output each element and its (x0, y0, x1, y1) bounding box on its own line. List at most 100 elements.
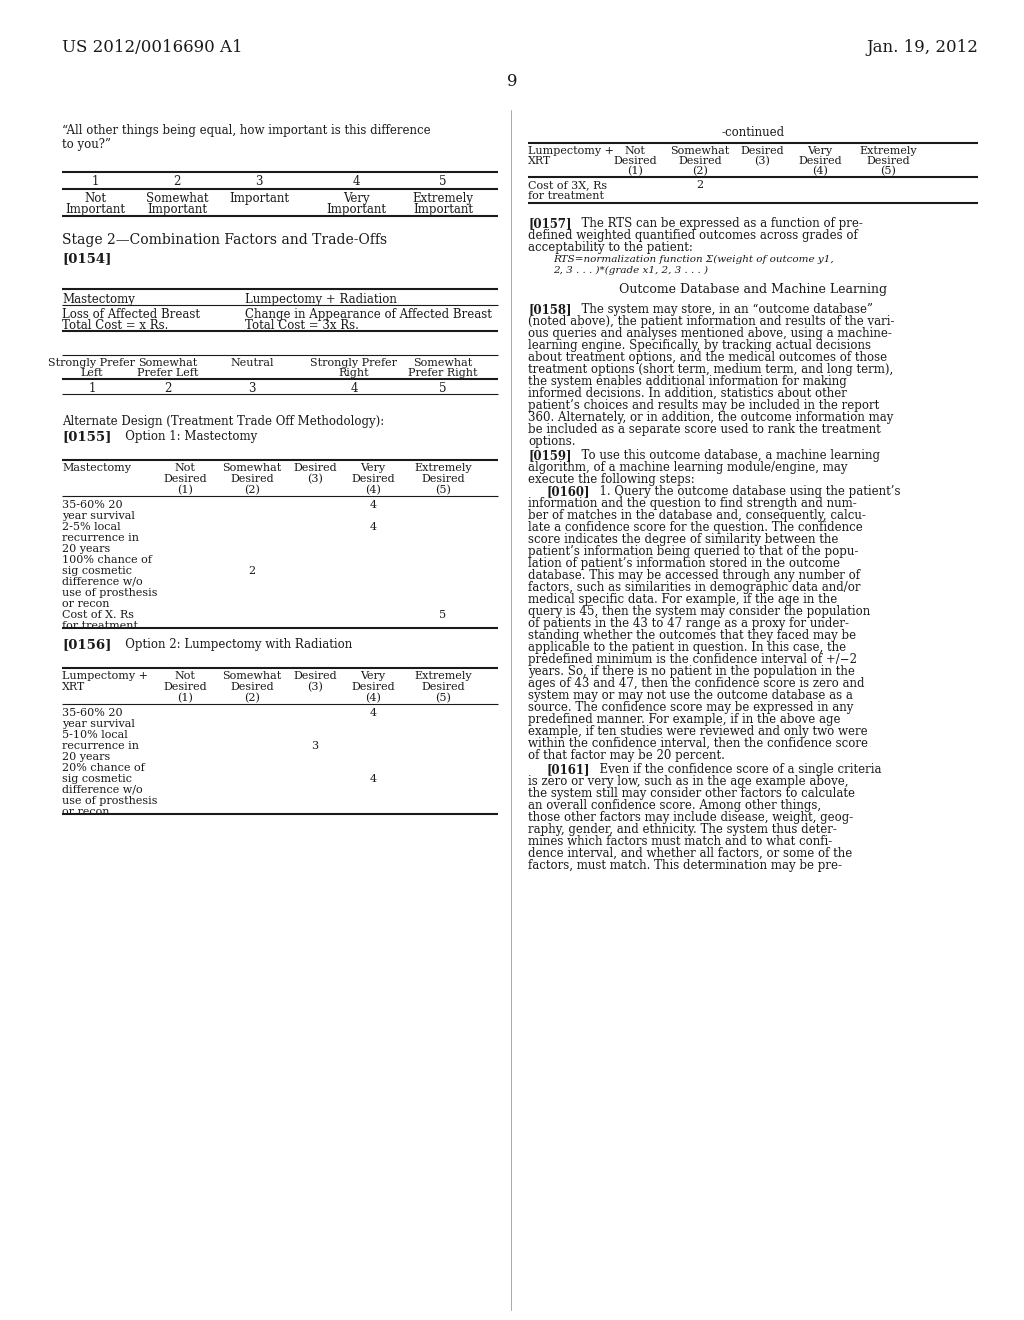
Text: the system enables additional information for making: the system enables additional informatio… (528, 375, 847, 388)
Text: [0156]: [0156] (62, 638, 112, 651)
Text: 4: 4 (370, 774, 377, 784)
Text: 3: 3 (248, 381, 256, 395)
Text: predefined manner. For example, if in the above age: predefined manner. For example, if in th… (528, 713, 841, 726)
Text: medical specific data. For example, if the age in the: medical specific data. For example, if t… (528, 593, 838, 606)
Text: Desired: Desired (351, 474, 395, 484)
Text: use of prosthesis: use of prosthesis (62, 796, 158, 807)
Text: The system may store, in an “outcome database”: The system may store, in an “outcome dat… (574, 304, 873, 315)
Text: of patients in the 43 to 47 range as a proxy for under-: of patients in the 43 to 47 range as a p… (528, 616, 849, 630)
Text: or recon: or recon (62, 807, 110, 817)
Text: (noted above), the patient information and results of the vari-: (noted above), the patient information a… (528, 315, 895, 327)
Text: predefined minimum is the confidence interval of +/−2: predefined minimum is the confidence int… (528, 653, 857, 667)
Text: applicable to the patient in question. In this case, the: applicable to the patient in question. I… (528, 642, 846, 653)
Text: Lumpectomy + Radiation: Lumpectomy + Radiation (245, 293, 397, 306)
Text: standing whether the outcomes that they faced may be: standing whether the outcomes that they … (528, 630, 856, 642)
Text: 4: 4 (352, 176, 359, 187)
Text: lation of patient’s information stored in the outcome: lation of patient’s information stored i… (528, 557, 840, 570)
Text: Not: Not (84, 191, 106, 205)
Text: execute the following steps:: execute the following steps: (528, 473, 694, 486)
Text: Lumpectomy +: Lumpectomy + (62, 671, 148, 681)
Text: (1): (1) (177, 484, 193, 495)
Text: Desired: Desired (678, 156, 722, 166)
Text: Somewhat: Somewhat (138, 358, 198, 368)
Text: years. So, if there is no patient in the population in the: years. So, if there is no patient in the… (528, 665, 855, 678)
Text: defined weighted quantified outcomes across grades of: defined weighted quantified outcomes acr… (528, 228, 858, 242)
Text: factors, such as similarities in demographic data and/or: factors, such as similarities in demogra… (528, 581, 860, 594)
Text: within the confidence interval, then the confidence score: within the confidence interval, then the… (528, 737, 868, 750)
Text: -continued: -continued (722, 125, 784, 139)
Text: Desired: Desired (740, 147, 783, 156)
Text: Strongly Prefer: Strongly Prefer (310, 358, 397, 368)
Text: Total Cost = 3x Rs.: Total Cost = 3x Rs. (245, 319, 358, 333)
Text: Extremely: Extremely (414, 671, 472, 681)
Text: Important: Important (413, 203, 473, 216)
Text: mines which factors must match and to what confi-: mines which factors must match and to wh… (528, 836, 833, 847)
Text: Jan. 19, 2012: Jan. 19, 2012 (866, 40, 978, 57)
Text: 20 years: 20 years (62, 544, 111, 554)
Text: (4): (4) (812, 166, 828, 177)
Text: (3): (3) (307, 474, 323, 484)
Text: Desired: Desired (866, 156, 909, 166)
Text: (4): (4) (366, 484, 381, 495)
Text: Option 2: Lumpectomy with Radiation: Option 2: Lumpectomy with Radiation (114, 638, 352, 651)
Text: Desired: Desired (421, 474, 465, 484)
Text: 5: 5 (439, 176, 446, 187)
Text: algorithm, of a machine learning module/engine, may: algorithm, of a machine learning module/… (528, 461, 848, 474)
Text: learning engine. Specifically, by tracking actual decisions: learning engine. Specifically, by tracki… (528, 339, 871, 352)
Text: difference w/o: difference w/o (62, 577, 142, 587)
Text: 2: 2 (249, 566, 256, 576)
Text: Stage 2—Combination Factors and Trade-Offs: Stage 2—Combination Factors and Trade-Of… (62, 234, 387, 247)
Text: example, if ten studies were reviewed and only two were: example, if ten studies were reviewed an… (528, 725, 867, 738)
Text: (5): (5) (435, 484, 451, 495)
Text: dence interval, and whether all factors, or some of the: dence interval, and whether all factors,… (528, 847, 852, 861)
Text: Somewhat: Somewhat (222, 463, 282, 473)
Text: 360. Alternately, or in addition, the outcome information may: 360. Alternately, or in addition, the ou… (528, 411, 893, 424)
Text: 100% chance of: 100% chance of (62, 554, 152, 565)
Text: informed decisions. In addition, statistics about other: informed decisions. In addition, statist… (528, 387, 847, 400)
Text: (3): (3) (307, 682, 323, 692)
Text: (3): (3) (754, 156, 770, 166)
Text: raphy, gender, and ethnicity. The system thus deter-: raphy, gender, and ethnicity. The system… (528, 822, 837, 836)
Text: Cost of X. Rs: Cost of X. Rs (62, 610, 134, 620)
Text: “All other things being equal, how important is this difference: “All other things being equal, how impor… (62, 124, 431, 137)
Text: use of prosthesis: use of prosthesis (62, 587, 158, 598)
Text: 1: 1 (88, 381, 95, 395)
Text: patient’s information being queried to that of the popu-: patient’s information being queried to t… (528, 545, 858, 558)
Text: (4): (4) (366, 693, 381, 704)
Text: to you?”: to you?” (62, 139, 111, 150)
Text: (2): (2) (244, 484, 260, 495)
Text: 2-5% local: 2-5% local (62, 521, 121, 532)
Text: sig cosmetic: sig cosmetic (62, 566, 132, 576)
Text: acceptability to the patient:: acceptability to the patient: (528, 242, 693, 253)
Text: 5: 5 (439, 610, 446, 620)
Text: Option 1: Mastectomy: Option 1: Mastectomy (114, 430, 257, 444)
Text: [0158]: [0158] (528, 304, 571, 315)
Text: Desired: Desired (230, 682, 273, 692)
Text: Cost of 3X, Rs: Cost of 3X, Rs (528, 180, 607, 190)
Text: (5): (5) (880, 166, 896, 177)
Text: Desired: Desired (163, 474, 207, 484)
Text: [0160]: [0160] (546, 484, 590, 498)
Text: (1): (1) (627, 166, 643, 177)
Text: Very: Very (360, 463, 386, 473)
Text: 4: 4 (350, 381, 357, 395)
Text: 20 years: 20 years (62, 752, 111, 762)
Text: (2): (2) (692, 166, 708, 177)
Text: for treatment: for treatment (528, 191, 604, 201)
Text: Neutral: Neutral (230, 358, 273, 368)
Text: (5): (5) (435, 693, 451, 704)
Text: Extremely: Extremely (859, 147, 916, 156)
Text: Prefer Left: Prefer Left (137, 368, 199, 378)
Text: those other factors may include disease, weight, geog-: those other factors may include disease,… (528, 810, 853, 824)
Text: options.: options. (528, 436, 575, 447)
Text: source. The confidence score may be expressed in any: source. The confidence score may be expr… (528, 701, 853, 714)
Text: is zero or very low, such as in the age example above,: is zero or very low, such as in the age … (528, 775, 849, 788)
Text: of that factor may be 20 percent.: of that factor may be 20 percent. (528, 748, 725, 762)
Text: Desired: Desired (293, 463, 337, 473)
Text: Even if the confidence score of a single criteria: Even if the confidence score of a single… (592, 763, 882, 776)
Text: information and the question to find strength and num-: information and the question to find str… (528, 498, 857, 510)
Text: or recon: or recon (62, 599, 110, 609)
Text: Important: Important (65, 203, 125, 216)
Text: 2, 3 . . . )*(grade x1, 2, 3 . . . ): 2, 3 . . . )*(grade x1, 2, 3 . . . ) (553, 267, 708, 275)
Text: the system still may consider other factors to calculate: the system still may consider other fact… (528, 787, 855, 800)
